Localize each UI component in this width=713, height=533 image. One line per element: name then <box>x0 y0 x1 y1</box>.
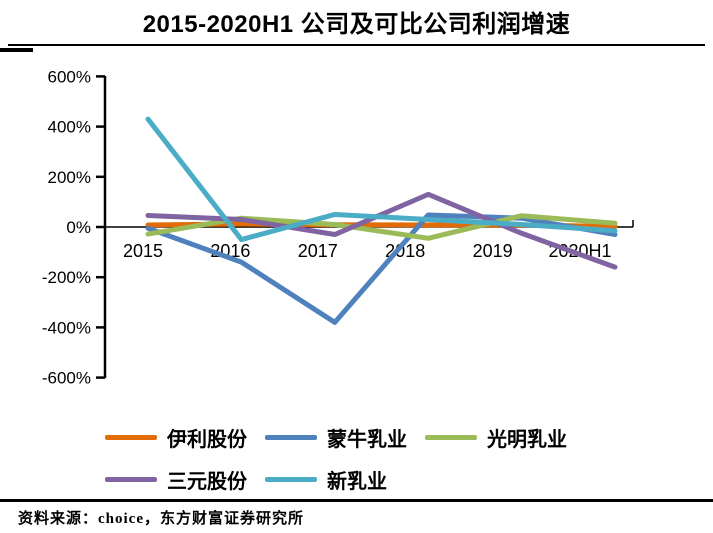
x-tick-label: 2019 <box>473 241 513 261</box>
y-tick-label: -600% <box>42 369 91 388</box>
legend-swatch-icon <box>265 434 317 440</box>
y-tick-label: 600% <box>48 67 91 86</box>
y-tick-label: 200% <box>48 168 91 187</box>
legend-item: 新乳业 <box>265 458 425 500</box>
source-note: 资料来源：choice，东方财富证券研究所 <box>18 511 304 527</box>
series-line-新乳业 <box>145 116 618 243</box>
y-tick-label: -400% <box>42 318 91 337</box>
y-tick-label: -200% <box>42 268 91 287</box>
legend-item: 伊利股份 <box>105 416 265 458</box>
legend-swatch-icon <box>105 476 157 482</box>
legend-swatch-icon <box>265 476 317 482</box>
chart-title: 2015-2020H1 公司及可比公司利润增速 <box>142 11 571 38</box>
chart-legend: 伊利股份 蒙牛乳业 光明乳业三元股份 新乳业 <box>105 416 605 500</box>
legend-swatch-icon <box>425 434 477 440</box>
x-tick-label: 2017 <box>298 241 338 261</box>
legend-item: 三元股份 <box>105 458 265 500</box>
chart-canvas: 600%400%200%0%-200%-400%-600%2015 2016 201… <box>42 67 634 388</box>
y-tick-label: 0% <box>66 218 91 237</box>
title-underline <box>8 44 705 46</box>
legend-label: 蒙牛乳业 <box>327 428 407 451</box>
legend-label: 三元股份 <box>167 470 247 493</box>
legend-item: 蒙牛乳业 <box>265 416 425 458</box>
legend-label: 伊利股份 <box>167 428 247 451</box>
legend-item: 光明乳业 <box>425 416 585 458</box>
legend-label: 光明乳业 <box>487 428 567 451</box>
title-underline-stub <box>0 48 33 52</box>
legend-swatch-icon <box>105 434 157 440</box>
legend-label: 新乳业 <box>327 470 387 493</box>
y-tick-label: 400% <box>48 118 91 137</box>
x-tick-label: 2020H1 <box>548 241 611 261</box>
series-line-蒙牛乳业 <box>145 212 618 325</box>
line-chart: 600% 400% 200% 0% -200% -400% -600% 2015 2016 201… <box>0 60 713 400</box>
footer-divider <box>0 499 713 502</box>
x-tick-label: 2015 <box>123 241 163 261</box>
